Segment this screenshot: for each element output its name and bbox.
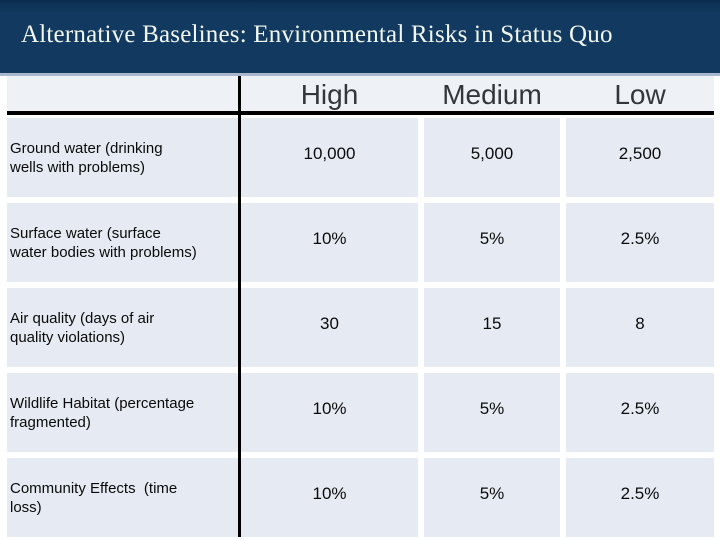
column-header-low: Low — [614, 79, 666, 110]
slide-title: Alternative Baselines: Environmental Ris… — [21, 20, 613, 48]
cell-air-quality-medium: 15 — [424, 288, 560, 367]
label-column-divider-line — [238, 76, 241, 537]
cell-wildlife-habitat-low: 2.5% — [566, 373, 714, 452]
cell-surface-water-high: 10% — [241, 203, 418, 282]
column-header-high: High — [300, 79, 359, 110]
cell-air-quality-low: 8 — [566, 288, 714, 367]
column-header-medium: Medium — [442, 79, 542, 110]
row-label-surface-water: Surface water (surface water bodies with… — [7, 203, 238, 282]
cell-ground-water-medium: 5,000 — [424, 118, 560, 197]
title-band: Alternative Baselines: Environmental Ris… — [0, 0, 720, 76]
cell-ground-water-high: 10,000 — [241, 118, 418, 197]
cell-community-effects-low: 2.5% — [566, 458, 714, 537]
cell-wildlife-habitat-high: 10% — [241, 373, 418, 452]
cell-surface-water-medium: 5% — [424, 203, 560, 282]
header-divider-line — [7, 111, 714, 115]
row-label-community-effects: Community Effects (time loss) — [7, 458, 238, 537]
cell-air-quality-high: 30 — [241, 288, 418, 367]
row-label-air-quality: Air quality (days of air quality violati… — [7, 288, 238, 367]
cell-ground-water-low: 2,500 — [566, 118, 714, 197]
cell-community-effects-high: 10% — [241, 458, 418, 537]
cell-community-effects-medium: 5% — [424, 458, 560, 537]
row-label-wildlife-habitat: Wildlife Habitat (percentage fragmented) — [7, 373, 238, 452]
cell-surface-water-low: 2.5% — [566, 203, 714, 282]
cell-wildlife-habitat-medium: 5% — [424, 373, 560, 452]
table-header-row — [7, 76, 714, 111]
risk-table: High Medium Low Ground water (drinking w… — [7, 76, 714, 537]
row-label-ground-water: Ground water (drinking wells with proble… — [7, 118, 238, 197]
